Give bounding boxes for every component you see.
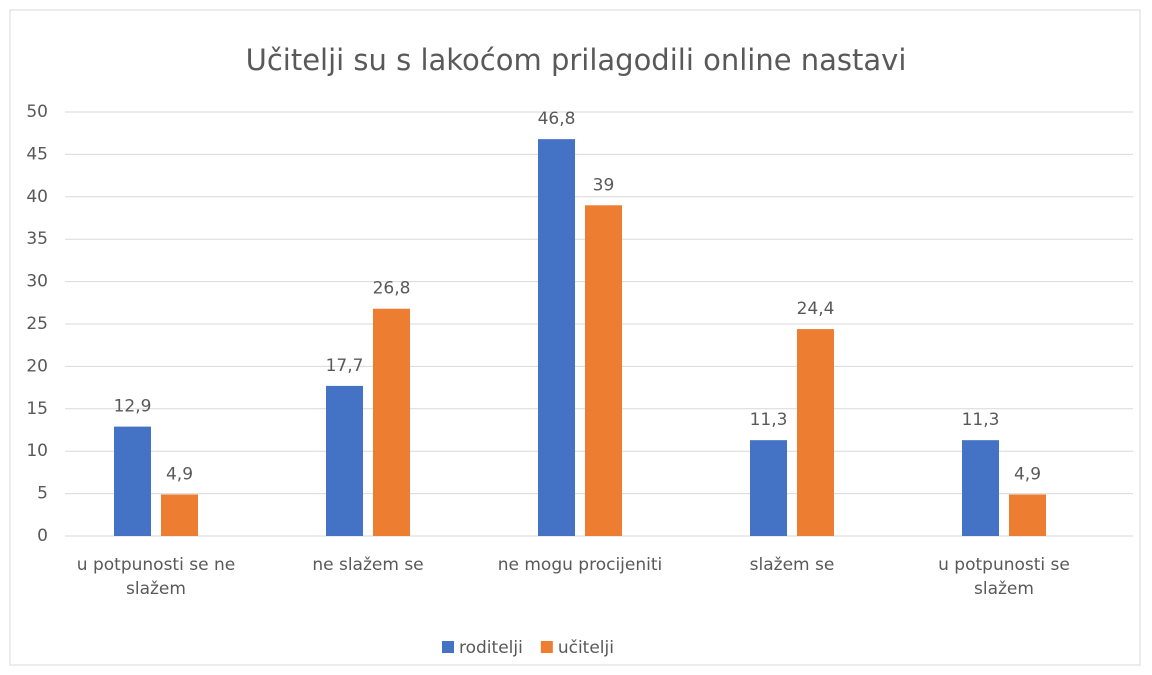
y-tick-label: 40 [26,187,48,207]
y-tick-label: 20 [26,356,48,376]
x-tick-label: u potpunosti se slažem [938,555,1070,599]
bar [797,329,834,536]
data-label: 11,3 [750,410,788,430]
y-tick-label: 30 [26,272,48,292]
x-tick-label: ne slažem se [312,555,424,575]
data-label: 4,9 [166,464,193,484]
data-label: 26,8 [373,279,411,299]
bar [750,440,787,536]
y-tick-label: 15 [26,399,48,419]
y-tick-label: 35 [26,229,48,249]
y-tick-label: 10 [26,441,48,461]
x-tick-label: u potpunosti se ne slažem [76,555,236,599]
bar [114,426,151,536]
data-label: 17,7 [326,356,364,376]
data-label: 4,9 [1014,464,1041,484]
chart-title: Učitelji su s lakoćom prilagodili online… [246,43,907,77]
bar [326,385,363,536]
y-tick-label: 50 [26,102,48,122]
legend-swatch [540,641,553,653]
bar [1009,494,1046,536]
x-tick-label: ne mogu procijeniti [497,555,663,575]
y-tick-label: 5 [37,484,48,504]
data-label: 24,4 [797,299,835,319]
legend-label: roditelji [459,638,523,658]
legend-swatch [442,641,454,653]
y-tick-label: 25 [26,314,48,334]
data-label: 12,9 [114,397,152,417]
bar [538,139,575,537]
legend-label: učitelji [558,638,614,658]
x-tick-label: slažem se [749,555,835,575]
bar [373,308,410,536]
bar [585,205,622,536]
bar [962,440,999,536]
y-tick-label: 45 [26,144,48,164]
data-label: 11,3 [962,410,1000,430]
data-label: 39 [593,175,615,195]
bar [161,494,198,536]
data-label: 46,8 [538,109,576,129]
y-tick-label: 0 [37,526,48,546]
